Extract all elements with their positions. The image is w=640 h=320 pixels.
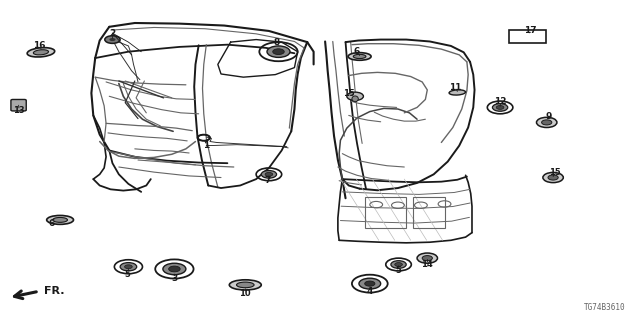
Ellipse shape xyxy=(52,218,67,222)
Circle shape xyxy=(125,265,132,269)
Ellipse shape xyxy=(27,48,54,57)
Text: FR.: FR. xyxy=(44,286,65,296)
Circle shape xyxy=(265,172,273,176)
Circle shape xyxy=(359,278,381,289)
Circle shape xyxy=(109,38,115,41)
Circle shape xyxy=(543,172,563,183)
Circle shape xyxy=(492,104,508,111)
Text: 7: 7 xyxy=(264,176,271,185)
Circle shape xyxy=(120,263,137,271)
Ellipse shape xyxy=(352,96,358,102)
Circle shape xyxy=(395,263,403,267)
Circle shape xyxy=(422,256,433,261)
Circle shape xyxy=(548,175,558,180)
Text: 4: 4 xyxy=(367,287,373,296)
Text: 2: 2 xyxy=(109,29,116,38)
Text: 6: 6 xyxy=(49,219,55,228)
Circle shape xyxy=(417,253,438,263)
Ellipse shape xyxy=(237,282,254,288)
Text: 1: 1 xyxy=(204,141,209,150)
Ellipse shape xyxy=(348,52,371,60)
Text: 8: 8 xyxy=(273,38,280,47)
Circle shape xyxy=(536,117,557,127)
Text: 9: 9 xyxy=(545,112,552,121)
Bar xyxy=(509,30,546,43)
Bar xyxy=(413,197,445,228)
Text: 12: 12 xyxy=(494,97,506,106)
Circle shape xyxy=(347,92,364,100)
Ellipse shape xyxy=(449,90,465,95)
Text: TG74B3610: TG74B3610 xyxy=(584,303,625,312)
Text: 11: 11 xyxy=(449,83,461,92)
Circle shape xyxy=(391,261,406,268)
Text: 3: 3 xyxy=(172,274,177,283)
Text: 13: 13 xyxy=(13,106,24,115)
Circle shape xyxy=(496,106,504,109)
Circle shape xyxy=(365,281,375,286)
Text: 16: 16 xyxy=(33,41,45,51)
Circle shape xyxy=(541,120,552,125)
Text: 5: 5 xyxy=(396,266,401,276)
Text: 15: 15 xyxy=(549,168,561,177)
Ellipse shape xyxy=(47,215,74,224)
Text: 14: 14 xyxy=(421,260,433,269)
Text: 10: 10 xyxy=(239,289,250,298)
Text: 5: 5 xyxy=(124,269,130,279)
Text: 6: 6 xyxy=(354,46,360,56)
Text: 15: 15 xyxy=(343,89,355,98)
Circle shape xyxy=(169,266,180,272)
Ellipse shape xyxy=(33,50,49,55)
Ellipse shape xyxy=(229,280,261,290)
FancyBboxPatch shape xyxy=(11,100,26,111)
Circle shape xyxy=(105,36,120,44)
Circle shape xyxy=(163,263,186,275)
Circle shape xyxy=(267,46,290,57)
Circle shape xyxy=(273,49,284,54)
Bar xyxy=(365,197,406,228)
Ellipse shape xyxy=(353,54,366,59)
Circle shape xyxy=(261,171,276,178)
Text: 17: 17 xyxy=(524,26,537,35)
